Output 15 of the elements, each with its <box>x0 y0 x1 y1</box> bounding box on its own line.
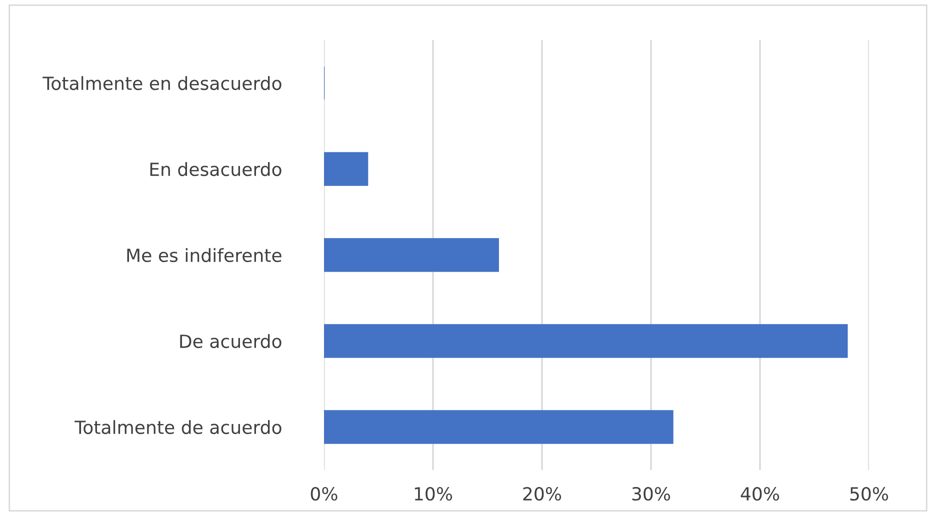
y-tick-label: Totalmente de acuerdo <box>74 420 282 434</box>
y-tick-label: En desacuerdo <box>150 162 282 176</box>
bar <box>324 324 848 358</box>
x-tick-label: 50% <box>850 486 888 501</box>
y-tick-label: Me es indiferente <box>127 248 282 262</box>
x-tick-label: 10% <box>414 486 452 501</box>
bar <box>324 152 368 186</box>
y-tick-label: Totalmente en desacuerdo <box>42 76 282 90</box>
y-tick-label: De acuerdo <box>180 334 282 348</box>
bar <box>324 410 674 444</box>
x-tick-label: 0% <box>310 486 338 501</box>
x-tick-label: 30% <box>632 486 670 501</box>
x-tick-label: 40% <box>740 486 780 501</box>
bar <box>324 238 499 272</box>
x-tick-label: 20% <box>523 486 562 501</box>
